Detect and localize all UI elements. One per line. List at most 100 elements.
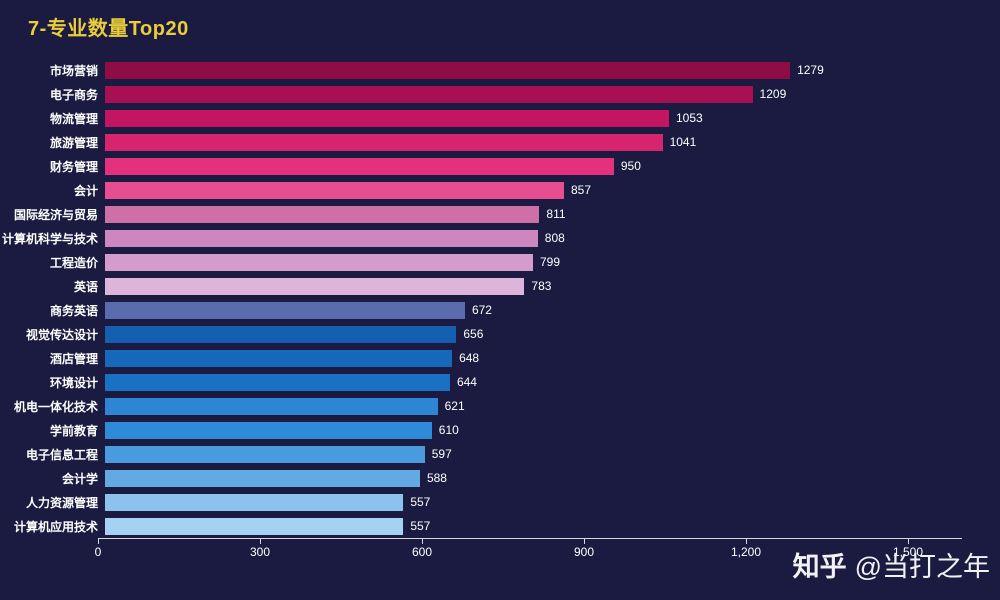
plot-area: 1053 (105, 106, 962, 130)
plot-area: 1041 (105, 130, 962, 154)
bar[interactable] (105, 493, 404, 511)
value-label: 557 (410, 495, 431, 509)
value-label: 621 (444, 399, 465, 413)
value-label: 811 (546, 207, 566, 221)
bar[interactable] (105, 325, 457, 343)
bar[interactable] (105, 373, 450, 391)
plot-area: 808 (105, 226, 962, 250)
value-label: 950 (620, 159, 641, 173)
bar[interactable] (105, 421, 432, 439)
category-label: 旅游管理 (49, 135, 98, 150)
bar-row: 机电一体化技术 621 (0, 394, 962, 418)
bar-row: 电子商务 1209 (0, 82, 962, 106)
bar[interactable] (105, 469, 420, 487)
tick-mark (422, 539, 423, 544)
bar[interactable] (105, 133, 663, 151)
x-axis-tick-labels: 0 300 600 900 1,200 1,500 (0, 539, 962, 561)
plot-area: 557 (105, 514, 962, 538)
plot-area: 557 (105, 490, 962, 514)
tick-label: 1,200 (730, 545, 762, 559)
plot-area: 672 (105, 298, 962, 322)
tick-label: 900 (573, 545, 595, 559)
plot-area: 597 (105, 442, 962, 466)
bar-row: 物流管理 1053 (0, 106, 962, 130)
bar-row: 计算机应用技术 557 (0, 514, 962, 538)
tick-mark (98, 539, 99, 544)
bar[interactable] (105, 301, 465, 319)
category-label: 财务管理 (49, 159, 98, 174)
category-label: 电子信息工程 (25, 447, 98, 462)
plot-area: 621 (105, 394, 962, 418)
category-label: 工程造价 (49, 255, 98, 270)
plot-area: 588 (105, 466, 962, 490)
plot-area: 644 (105, 370, 962, 394)
x-axis-line (98, 538, 962, 544)
value-label: 588 (426, 471, 447, 485)
category-label: 学前教育 (49, 423, 98, 438)
value-label: 644 (456, 375, 477, 389)
bar[interactable] (105, 205, 540, 223)
category-label: 国际经济与贸易 (13, 207, 98, 222)
bar-row: 市场营销 1279 (0, 58, 962, 82)
value-label: 597 (431, 447, 452, 461)
plot-area: 610 (105, 418, 962, 442)
bar[interactable] (105, 397, 438, 415)
bar-row: 会计学 588 (0, 466, 962, 490)
bar[interactable] (105, 517, 404, 535)
value-label: 648 (459, 351, 480, 365)
tick-label: 300 (249, 545, 271, 559)
bar-row: 环境设计 644 (0, 370, 962, 394)
bar[interactable] (105, 181, 564, 199)
bar[interactable] (105, 109, 669, 127)
category-label: 计算机应用技术 (13, 519, 98, 534)
bar[interactable] (105, 157, 614, 175)
bar[interactable] (105, 253, 533, 271)
plot-area: 950 (105, 154, 962, 178)
bar[interactable] (105, 61, 791, 79)
bar-rows: 市场营销 1279 电子商务 1209 物流管理 1053 旅游管理 1041 财务管理 950 会… (0, 58, 962, 538)
bar-row: 酒店管理 648 (0, 346, 962, 370)
bar[interactable] (105, 349, 453, 367)
value-label: 610 (438, 423, 459, 437)
plot-area: 1279 (105, 58, 962, 82)
plot-area: 656 (105, 322, 962, 346)
bar-row: 英语 783 (0, 274, 962, 298)
category-label: 会计学 (61, 471, 98, 486)
value-label: 1279 (797, 63, 824, 77)
bar[interactable] (105, 85, 753, 103)
bar[interactable] (105, 277, 525, 295)
category-label: 环境设计 (49, 375, 98, 390)
category-label: 市场营销 (49, 63, 98, 78)
value-label: 1053 (675, 111, 703, 125)
bar[interactable] (105, 229, 538, 247)
category-label: 电子商务 (49, 87, 98, 102)
tick-mark (584, 539, 585, 544)
value-label: 1209 (759, 87, 787, 101)
bar-row: 财务管理 950 (0, 154, 962, 178)
plot-area: 783 (105, 274, 962, 298)
bar-row: 人力资源管理 557 (0, 490, 962, 514)
axis-spacer (0, 539, 98, 561)
value-label: 656 (463, 327, 484, 341)
tick-label: 0 (94, 545, 102, 559)
tick-area: 0 300 600 900 1,200 1,500 (94, 539, 962, 561)
category-label: 物流管理 (49, 111, 98, 126)
value-label: 1041 (669, 135, 697, 149)
bar-row: 视觉传达设计 656 (0, 322, 962, 346)
tick-mark (260, 539, 261, 544)
category-label: 酒店管理 (49, 351, 98, 366)
value-label: 672 (471, 303, 492, 317)
plot-area: 799 (105, 250, 962, 274)
category-label: 视觉传达设计 (25, 327, 98, 342)
value-label: 783 (531, 279, 552, 293)
plot-area: 857 (105, 178, 962, 202)
bar-row: 电子信息工程 597 (0, 442, 962, 466)
watermark-handle: @当打之年 (854, 552, 990, 582)
bar-row: 旅游管理 1041 (0, 130, 962, 154)
bar[interactable] (105, 445, 425, 463)
bar-row: 计算机科学与技术 808 (0, 226, 962, 250)
x-axis (0, 538, 962, 544)
bar-row: 学前教育 610 (0, 418, 962, 442)
category-label: 商务英语 (49, 303, 98, 318)
category-label: 机电一体化技术 (13, 399, 98, 414)
